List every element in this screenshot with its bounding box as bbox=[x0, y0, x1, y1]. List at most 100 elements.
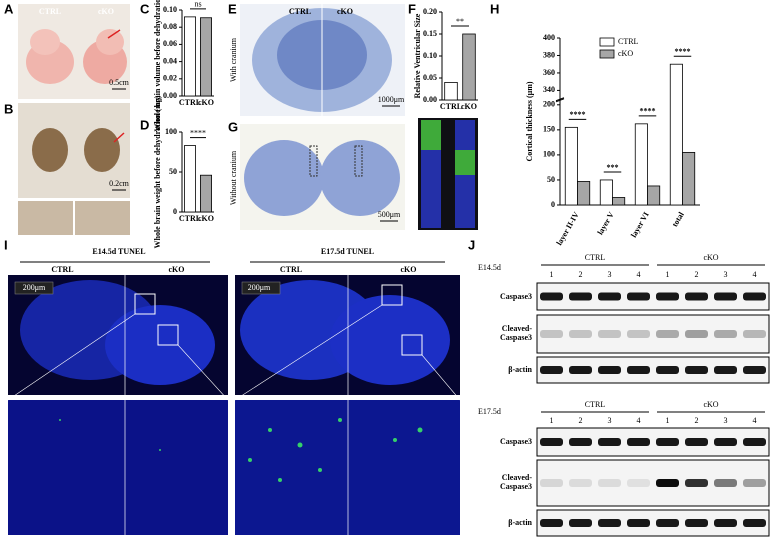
panel-letter: E bbox=[228, 1, 237, 16]
lane-number: 1 bbox=[666, 416, 670, 425]
bar bbox=[564, 126, 578, 206]
bar bbox=[444, 82, 458, 101]
y-tick-label: 100 bbox=[165, 127, 177, 136]
y-axis-label: Whole brain volume before dehydration (c… bbox=[153, 0, 162, 132]
y-tick-label: 0.00 bbox=[423, 95, 437, 104]
y-tick-label: 200 bbox=[543, 100, 555, 109]
significance-label: **** bbox=[190, 128, 206, 137]
blot-band bbox=[627, 292, 650, 301]
bar bbox=[199, 174, 212, 213]
row-label: Cleaved-Caspase3 bbox=[499, 324, 532, 342]
blot-band bbox=[743, 366, 766, 374]
lane-number: 4 bbox=[637, 416, 641, 425]
blot-band bbox=[714, 366, 737, 374]
lane-number: 3 bbox=[724, 270, 728, 279]
lane-number: 1 bbox=[550, 270, 554, 279]
blot-band bbox=[656, 330, 679, 338]
blot-band bbox=[743, 519, 766, 527]
significance-label: **** bbox=[640, 107, 656, 116]
bar bbox=[199, 17, 212, 97]
blot-band bbox=[540, 366, 563, 374]
blot-band bbox=[598, 366, 621, 374]
blot-band bbox=[540, 292, 563, 301]
y-tick-label: 0.20 bbox=[423, 7, 437, 16]
y-tick-label: 0.10 bbox=[423, 51, 437, 60]
lane-number: 1 bbox=[550, 416, 554, 425]
panel-letter: F bbox=[408, 1, 416, 16]
blot-band bbox=[714, 438, 737, 446]
tunel-label: CTRL bbox=[51, 265, 73, 274]
y-tick-label: 100 bbox=[543, 150, 555, 159]
blot-band bbox=[685, 519, 708, 527]
blot-band bbox=[627, 479, 650, 487]
y-tick-label: 360 bbox=[543, 68, 555, 77]
blot-band bbox=[656, 292, 679, 301]
x-tick-label: cKO bbox=[198, 98, 214, 107]
blot-frame bbox=[536, 314, 770, 354]
y-tick-label: 0.00 bbox=[163, 91, 177, 100]
bar bbox=[183, 145, 196, 213]
blot-band bbox=[598, 519, 621, 527]
blot-band bbox=[685, 438, 708, 446]
blot-band bbox=[569, 366, 592, 374]
row-label-box: Caspase3 bbox=[499, 437, 532, 446]
row-label: β-actin bbox=[508, 518, 532, 527]
blot-band bbox=[569, 438, 592, 446]
lane-number: 2 bbox=[579, 416, 583, 425]
lane-number: 1 bbox=[666, 270, 670, 279]
panel-letter: D bbox=[140, 117, 149, 132]
blot-band bbox=[685, 292, 708, 301]
western-blots bbox=[536, 264, 770, 537]
y-tick-label: 0.15 bbox=[423, 29, 437, 38]
blot-band bbox=[540, 479, 563, 487]
blot-band bbox=[598, 479, 621, 487]
blot-band bbox=[656, 479, 679, 487]
blot-band bbox=[569, 330, 592, 338]
y-tick-label: 0.02 bbox=[163, 74, 177, 83]
lane-number: 3 bbox=[608, 416, 612, 425]
photo-embryos bbox=[18, 4, 130, 99]
histology-sections bbox=[240, 4, 405, 230]
blot-band bbox=[627, 366, 650, 374]
side-label: With cranium bbox=[229, 37, 238, 82]
significance-label: ** bbox=[456, 17, 464, 26]
row-label: Caspase3 bbox=[499, 437, 532, 446]
y-tick-label: 0.05 bbox=[423, 73, 437, 82]
y-tick-label: 150 bbox=[543, 125, 555, 134]
lane-number: 4 bbox=[753, 270, 757, 279]
section-label: cKO bbox=[337, 7, 353, 16]
significance-label: ns bbox=[194, 0, 201, 9]
bar bbox=[682, 151, 696, 206]
blot-group: cKO bbox=[703, 400, 718, 409]
scale-label: 200μm bbox=[248, 283, 271, 292]
panel-letter: I bbox=[4, 237, 8, 252]
bar bbox=[612, 197, 626, 206]
panel-letter: J bbox=[468, 237, 475, 252]
y-tick-label: 340 bbox=[543, 85, 555, 94]
bar bbox=[669, 63, 683, 206]
scale-label: 1000μm bbox=[378, 95, 405, 104]
blot-band bbox=[598, 438, 621, 446]
legend-swatch bbox=[599, 49, 615, 59]
bar bbox=[577, 181, 591, 206]
blot-group: cKO bbox=[703, 253, 718, 262]
scale-label: 200μm bbox=[23, 283, 46, 292]
x-tick-label: CTRL bbox=[179, 98, 201, 107]
blot-band bbox=[743, 438, 766, 446]
legend-swatch bbox=[599, 37, 615, 47]
panel-letter: A bbox=[4, 1, 14, 16]
blot-band bbox=[714, 330, 737, 338]
tunel-label: CTRL bbox=[280, 265, 302, 274]
photo-label: cKO bbox=[98, 7, 114, 16]
x-tick-label: layer V bbox=[596, 210, 616, 236]
y-axis-label: Relative Ventricular Size bbox=[413, 13, 422, 98]
x-tick-label: CTRL bbox=[440, 102, 462, 111]
side-label: Without cranium bbox=[229, 150, 238, 205]
bar bbox=[599, 179, 613, 206]
blot-band bbox=[685, 366, 708, 374]
y-axis-label: Whole brain weight before dehydration (m… bbox=[153, 95, 162, 248]
y-tick-label: 380 bbox=[543, 50, 555, 59]
blot-band bbox=[743, 330, 766, 338]
panel-letter: C bbox=[140, 1, 150, 16]
panel-letter: G bbox=[228, 119, 238, 134]
